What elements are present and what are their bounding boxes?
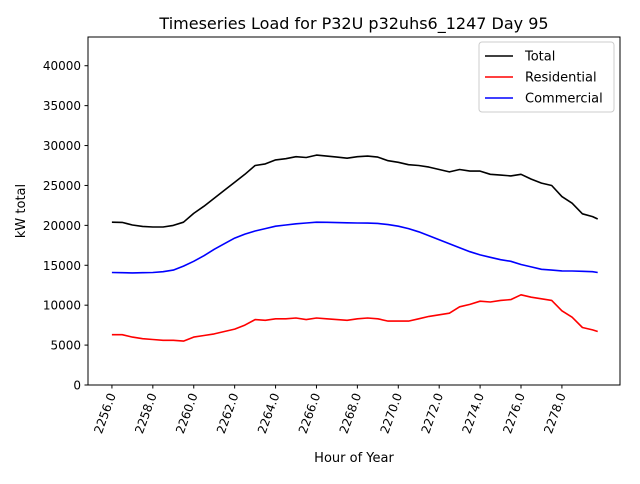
y-axis-label: kW total (14, 184, 29, 238)
legend-frame (478, 41, 615, 113)
series-line-total (111, 154, 599, 228)
series-line-residential (111, 293, 598, 342)
y-tick-label: 0 (73, 379, 81, 393)
legend-label-commercial: Commercial (525, 92, 603, 107)
legend: Total Residential Commercial (478, 41, 615, 113)
y-tick-label: 40000 (43, 59, 81, 73)
y-tick-label: 30000 (43, 139, 81, 153)
y-tick-label: 25000 (43, 179, 81, 193)
legend-label-residential: Residential (525, 71, 597, 86)
chart-title: Timeseries Load for P32U p32uhs6_1247 Da… (158, 14, 548, 34)
y-tick-label: 5000 (50, 339, 81, 353)
x-axis-label: Hour of Year (314, 451, 394, 466)
legend-label-total: Total (524, 50, 555, 65)
series-line-commercial (111, 221, 598, 274)
y-tick-label: 20000 (43, 219, 81, 233)
plot-area (111, 154, 599, 342)
y-tick-label: 10000 (43, 299, 81, 313)
axes-frame (87, 36, 621, 386)
y-tick-label: 15000 (43, 259, 81, 273)
y-tick-label: 35000 (43, 99, 81, 113)
